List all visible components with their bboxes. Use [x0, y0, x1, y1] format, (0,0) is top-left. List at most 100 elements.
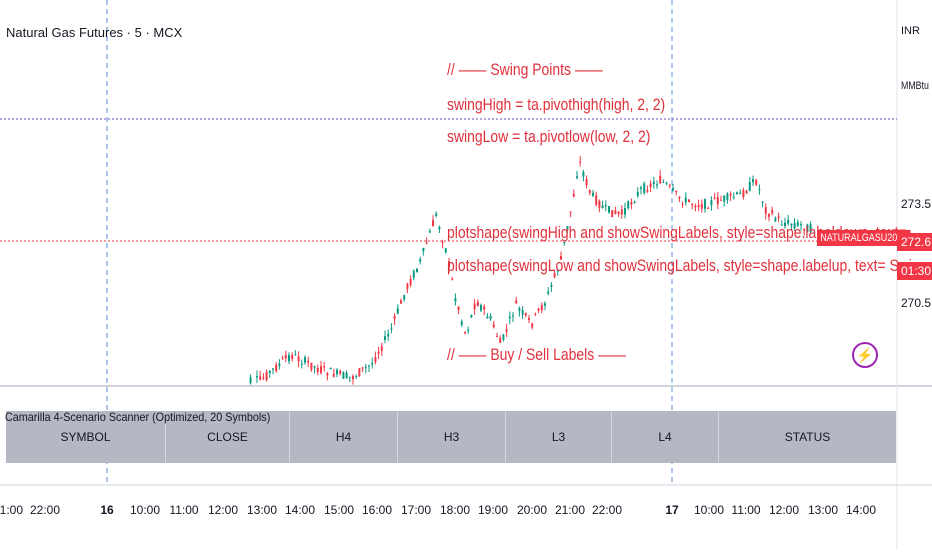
time-label: 10:00	[693, 503, 725, 517]
candle-body	[588, 189, 591, 193]
time-label: 14:00	[284, 503, 316, 517]
candle-body	[460, 321, 463, 325]
candle-body	[364, 367, 367, 369]
candle-body	[278, 363, 281, 366]
candle-body	[560, 256, 562, 260]
candle-body	[611, 210, 614, 218]
candle-body	[512, 315, 514, 317]
candle-body	[422, 248, 425, 252]
candle-body	[572, 193, 575, 197]
candle-body	[361, 367, 364, 369]
candle-body	[377, 351, 380, 354]
candle-body	[595, 195, 598, 205]
candle-body	[764, 207, 767, 214]
candle-body	[809, 224, 812, 232]
candle-body	[739, 192, 742, 195]
chart-title: Natural Gas Futures · 5 · MCX	[6, 25, 183, 40]
candle-body	[566, 226, 569, 231]
candle-body	[643, 183, 646, 193]
candle-body	[441, 241, 444, 243]
candle-body	[723, 195, 726, 202]
time-label: 13:00	[807, 503, 839, 517]
time-label: 15:00	[323, 503, 355, 517]
candle-body	[656, 184, 658, 186]
price-tick-2: 270.5	[901, 296, 932, 310]
candle-body	[438, 226, 441, 230]
countdown-tag: 01:30	[897, 262, 932, 280]
candle-body	[448, 261, 450, 268]
candle-body	[300, 364, 303, 366]
candle-body	[556, 270, 559, 272]
candle-body	[396, 308, 399, 314]
candle-body	[592, 192, 594, 196]
candle-body	[620, 209, 623, 215]
candle-body	[793, 223, 796, 229]
candle-body	[304, 357, 306, 363]
candle-body	[339, 370, 342, 374]
candle-body	[649, 183, 652, 188]
symbol-price-tag: NATURALGASU2025	[817, 230, 911, 246]
candle-body	[784, 222, 786, 227]
candle-body	[524, 313, 527, 316]
candle-body	[281, 358, 284, 360]
candle-body	[553, 273, 556, 278]
unit-label[interactable]: MMBtu	[901, 80, 929, 92]
candle-body	[633, 201, 636, 203]
candle-body	[745, 190, 748, 194]
candle-body	[716, 196, 719, 205]
candle-body	[499, 338, 502, 343]
candle-body	[547, 291, 550, 294]
candle-body	[313, 366, 316, 368]
candle-body	[515, 300, 518, 304]
candle-body	[416, 268, 418, 272]
candle-body	[700, 203, 703, 209]
candle-body	[608, 206, 610, 213]
candle-body	[771, 210, 774, 214]
candle-body	[761, 201, 764, 203]
candle-body	[691, 204, 694, 206]
candle-body	[419, 259, 422, 262]
candle-body	[256, 376, 258, 378]
candle-body	[358, 368, 361, 377]
time-label: 16	[100, 503, 114, 517]
candle-body	[540, 305, 543, 311]
candle-body	[470, 314, 473, 318]
candle-body	[736, 192, 738, 194]
candle-body	[707, 207, 710, 209]
candle-body	[742, 189, 745, 198]
candle-body	[329, 367, 332, 370]
candle-body	[496, 335, 498, 337]
lightning-icon[interactable]: ⚡	[852, 342, 878, 368]
candle-body	[454, 298, 457, 302]
candle-body	[310, 362, 313, 370]
time-label: 10:00	[129, 503, 161, 517]
candle-body	[710, 200, 713, 206]
time-label: 13:00	[246, 503, 278, 517]
candle-body	[352, 376, 354, 380]
candle-body	[486, 316, 489, 319]
candle-body	[483, 306, 486, 310]
col-symbol: SYMBOL	[6, 411, 166, 463]
candle-body	[748, 182, 751, 191]
candle-body	[681, 203, 684, 205]
candle-body	[342, 372, 345, 379]
candle-body	[659, 175, 662, 184]
currency-label[interactable]: INR	[901, 25, 920, 37]
candle-body	[758, 189, 761, 191]
candle-body	[272, 368, 274, 370]
candle-body	[374, 356, 377, 362]
candle-body	[387, 333, 390, 337]
candle-body	[268, 370, 271, 374]
candle-body	[528, 317, 530, 320]
candle-body	[259, 376, 262, 380]
candle-body	[768, 214, 770, 217]
candle-body	[489, 316, 492, 320]
candle-body	[752, 179, 754, 183]
candle-body	[307, 360, 310, 363]
candle-body	[332, 373, 335, 377]
candle-body	[636, 191, 639, 196]
code-line-6: // —— Buy / Sell Labels ——	[447, 345, 626, 364]
candle-body	[518, 308, 521, 311]
